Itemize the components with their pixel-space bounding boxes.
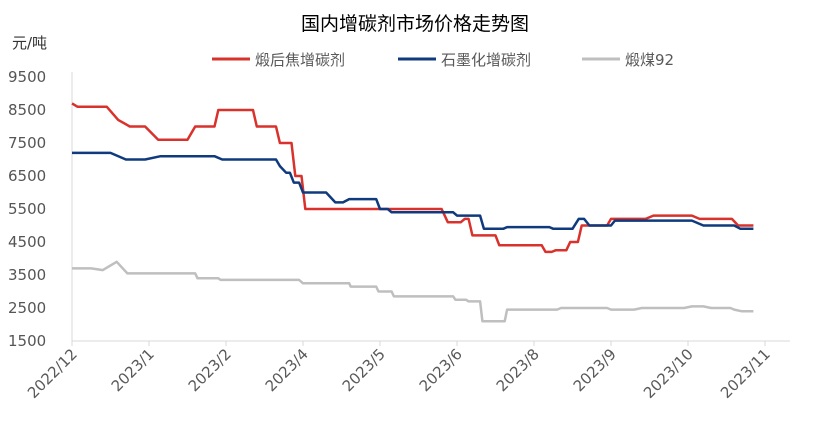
series-line: [71, 102, 754, 254]
y-unit-label: 元/吨: [12, 34, 47, 52]
axes: [71, 72, 790, 342]
x-tick-label: 2022/12: [24, 345, 81, 402]
x-tick-label: 2023/10: [640, 345, 697, 402]
x-tick-label: 2023/6: [416, 345, 466, 395]
legend: 煅后焦增碳剂 石墨化增碳剂 煅煤92: [212, 51, 674, 69]
x-axis-ticks: 2022/12 2023/1 2023/2 2023/4 2023/5 2023/6 202…: [24, 341, 774, 402]
x-tick-label: 2023/2: [185, 345, 235, 395]
x-tick-label: 2023/4: [262, 345, 312, 395]
series-lines: [71, 102, 754, 323]
y-tick-label: 8500: [8, 101, 46, 119]
x-tick-label: 2023/1: [108, 345, 158, 395]
y-tick-label: 9500: [8, 68, 46, 86]
legend-label: 煅煤92: [625, 51, 674, 69]
legend-label: 石墨化增碳剂: [441, 51, 531, 69]
y-tick-label: 5500: [8, 200, 46, 218]
series-line: [72, 260, 754, 323]
x-tick-label: 2023/9: [570, 345, 620, 395]
x-tick-label: 2023/8: [493, 345, 543, 395]
legend-label: 煅后焦增碳剂: [255, 51, 345, 69]
x-tick-label: 2023/5: [339, 345, 389, 395]
y-tick-label: 3500: [8, 266, 46, 284]
y-tick-label: 7500: [8, 134, 46, 152]
y-tick-label: 1500: [8, 332, 46, 350]
y-tick-label: 6500: [8, 167, 46, 185]
x-tick-label: 2023/11: [717, 345, 774, 402]
y-tick-label: 2500: [8, 299, 46, 317]
series-line: [72, 151, 754, 231]
y-axis-ticks: 1500 2500 3500 4500 5500 6500 7500 8500 9500: [8, 68, 46, 350]
chart-title: 国内增碳剂市场价格走势图: [301, 13, 529, 35]
y-tick-label: 4500: [8, 233, 46, 251]
